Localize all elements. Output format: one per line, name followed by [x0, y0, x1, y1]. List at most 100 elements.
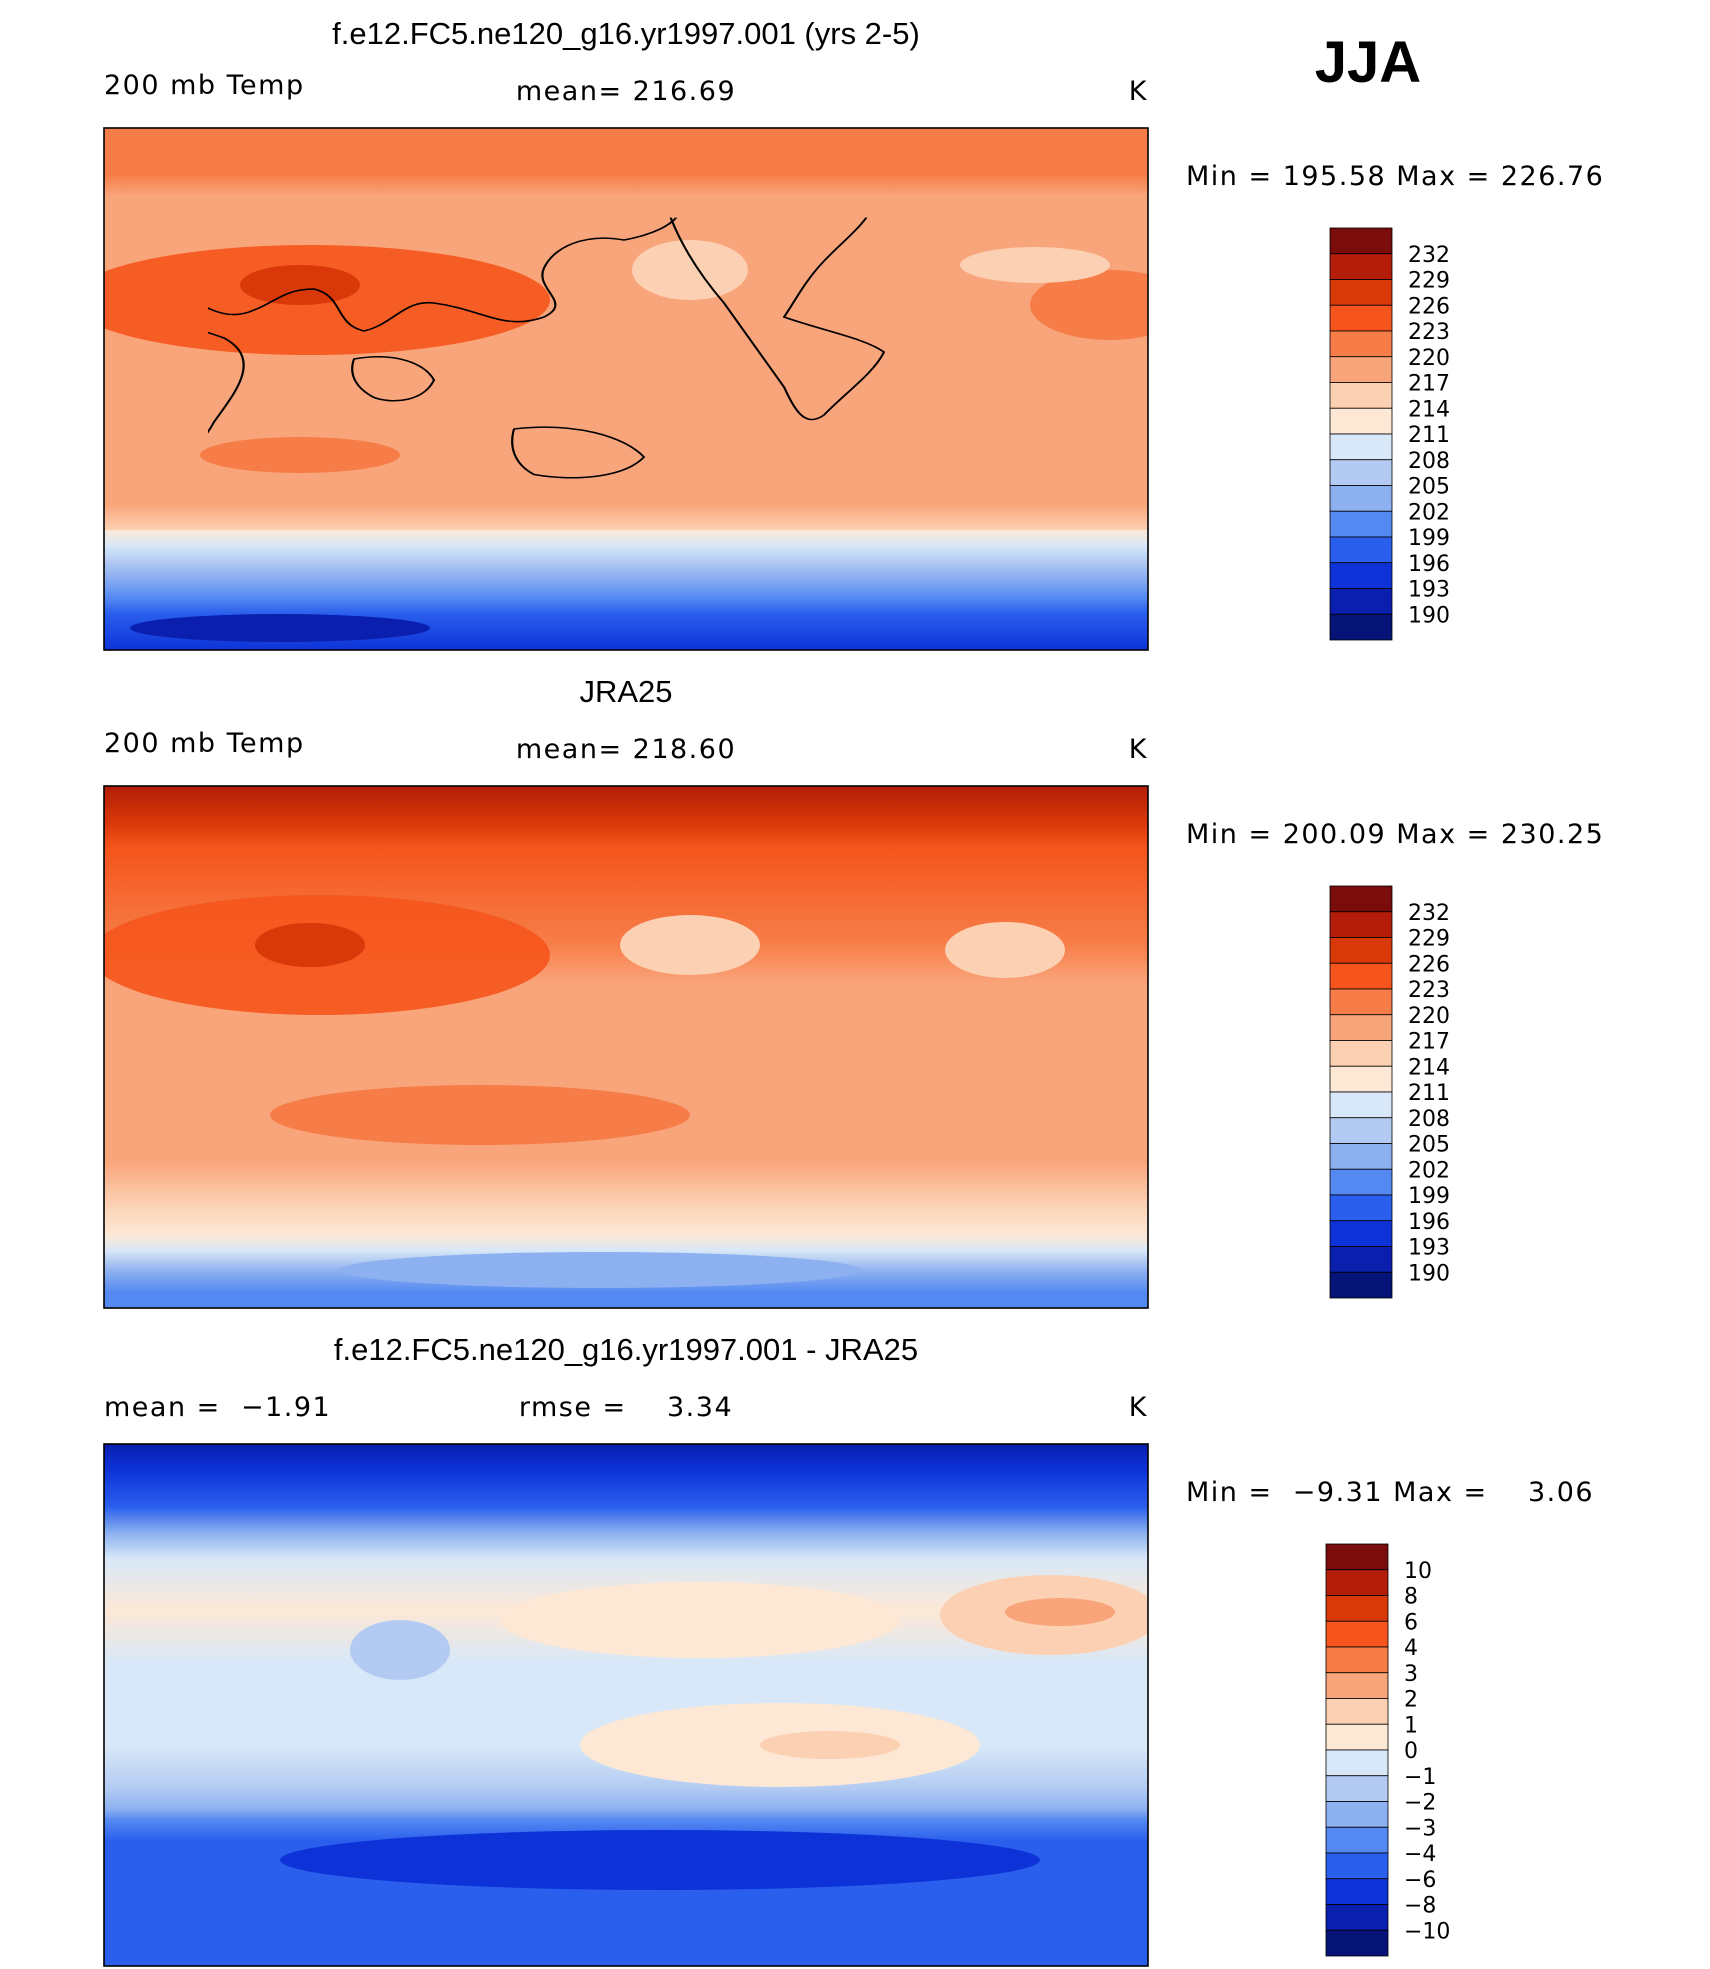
colorbar-box — [1325, 1878, 1389, 1905]
mean-label: mean = −1.91 — [104, 1392, 331, 1423]
minmax-label: Min = 200.09 Max = 230.25 — [1186, 819, 1604, 850]
colorbar-label: 202 — [1408, 500, 1450, 525]
colorbar-label: −6 — [1404, 1868, 1436, 1893]
colorbar-label: 211 — [1408, 423, 1450, 448]
colorbar-box — [1329, 227, 1393, 255]
colorbar-box — [1325, 1595, 1389, 1622]
map-field — [104, 786, 1148, 1308]
colorbar-label: 208 — [1408, 1107, 1450, 1132]
colorbar-label: −1 — [1404, 1765, 1436, 1790]
colorbar-box — [1325, 1929, 1389, 1957]
colorbar-box — [1329, 253, 1393, 280]
warm-core-south-pacific — [760, 1731, 900, 1759]
colorbar-box — [1325, 1543, 1389, 1571]
colorbar-label: 202 — [1408, 1158, 1450, 1183]
units-label: K — [1129, 734, 1148, 765]
cool-patch-pacific — [620, 915, 760, 975]
colorbar-box — [1325, 1698, 1389, 1725]
map-frame — [103, 1443, 1149, 1967]
colorbar-box — [1329, 1014, 1393, 1041]
units-label: K — [1129, 76, 1148, 107]
variable-label: 200 mb Temp — [104, 728, 305, 759]
colorbar-box — [1329, 1246, 1393, 1273]
colorbar-box — [1329, 485, 1393, 512]
cold-lobe-antarctic — [340, 1252, 860, 1288]
colorbar-box — [1329, 613, 1393, 641]
colorbar-box — [1329, 962, 1393, 990]
colorbar-box — [1329, 433, 1393, 461]
colorbar-box — [1329, 304, 1393, 332]
panel-jra25: JRA25 200 mb Temp mean= 218.60 K Min = 2… — [103, 674, 1604, 1309]
colorbar-box — [1325, 1569, 1389, 1596]
colorbar-box — [1329, 911, 1393, 938]
colorbar-box — [1329, 536, 1393, 564]
colorbar-label: 193 — [1408, 578, 1450, 603]
colorbar-label: 1 — [1404, 1713, 1418, 1738]
colorbar-box — [1325, 1646, 1389, 1674]
colorbar-label: 223 — [1408, 320, 1450, 345]
field-base — [104, 128, 1148, 650]
colorbar-box — [1325, 1749, 1389, 1777]
map-frame — [103, 127, 1149, 651]
colorbar-label: 6 — [1404, 1610, 1418, 1635]
colorbar-label: −8 — [1404, 1894, 1436, 1919]
colorbar-box — [1325, 1826, 1389, 1854]
colorbar-box — [1329, 407, 1393, 435]
panel-title: f.e12.FC5.ne120_g16.yr1997.001 - JRA25 — [334, 1332, 918, 1367]
colorbar-box — [1329, 382, 1393, 409]
colorbar-box — [1329, 1143, 1393, 1170]
colorbar-box — [1329, 330, 1393, 358]
colorbar-box — [1329, 1040, 1393, 1067]
colorbar-label: 220 — [1408, 346, 1450, 371]
colorbar-label: 232 — [1408, 901, 1450, 926]
cool-patch-pacific — [632, 240, 748, 300]
rmse-label: rmse = 3.34 — [519, 1392, 733, 1423]
colorbar-label: 229 — [1408, 269, 1450, 294]
colorbar-label: 211 — [1408, 1081, 1450, 1106]
colorbar-label: 226 — [1408, 952, 1450, 977]
colorbar-label: 196 — [1408, 552, 1450, 577]
map-frame — [103, 785, 1149, 1309]
cold-band-southern — [280, 1830, 1040, 1890]
colorbar-box — [1325, 1801, 1389, 1828]
colorbar-label: 190 — [1408, 603, 1450, 628]
colorbar-box — [1329, 562, 1393, 589]
colorbar-label: −4 — [1404, 1842, 1436, 1867]
colorbar-label: 229 — [1408, 927, 1450, 952]
colorbar-label: 199 — [1408, 1184, 1450, 1209]
season-label: JJA — [1315, 30, 1421, 95]
colorbar-box — [1329, 885, 1393, 913]
colorbar-label: 208 — [1408, 449, 1450, 474]
colorbar-label: −10 — [1404, 1919, 1450, 1944]
colorbar-label: 8 — [1404, 1585, 1418, 1610]
warm-core-atlantic — [1005, 1598, 1115, 1626]
colorbar-label: 3 — [1404, 1662, 1418, 1687]
colorbar-label: −3 — [1404, 1816, 1436, 1841]
colorbar-box — [1329, 1194, 1393, 1222]
colorbar-box — [1325, 1620, 1389, 1648]
colorbar-label: 217 — [1408, 1030, 1450, 1055]
warm-core-tibet — [255, 923, 365, 967]
colorbar-box — [1329, 510, 1393, 538]
colorbar-label: 205 — [1408, 475, 1450, 500]
colorbar-label: 10 — [1404, 1559, 1432, 1584]
deep-cold-antarctic — [130, 614, 430, 642]
colorbar-box — [1329, 356, 1393, 383]
colorbar-box — [1329, 1065, 1393, 1093]
minmax-label: Min = 195.58 Max = 226.76 — [1186, 161, 1604, 192]
colorbar-box — [1329, 1117, 1393, 1144]
colorbar-box — [1329, 988, 1393, 1016]
colorbar-label: 217 — [1408, 372, 1450, 397]
colorbar-label: 223 — [1408, 978, 1450, 1003]
colorbar-label: 2 — [1404, 1688, 1418, 1713]
warm-anomaly-atlantic — [1030, 270, 1148, 340]
coastlines — [208, 217, 904, 479]
warm-band-south — [270, 1085, 690, 1145]
units-label: K — [1129, 1392, 1148, 1423]
panel-title: JRA25 — [579, 674, 672, 709]
colorbar-box — [1325, 1775, 1389, 1802]
map-field — [104, 128, 1148, 650]
colorbar-label: 226 — [1408, 294, 1450, 319]
variable-label: 200 mb Temp — [104, 70, 305, 101]
